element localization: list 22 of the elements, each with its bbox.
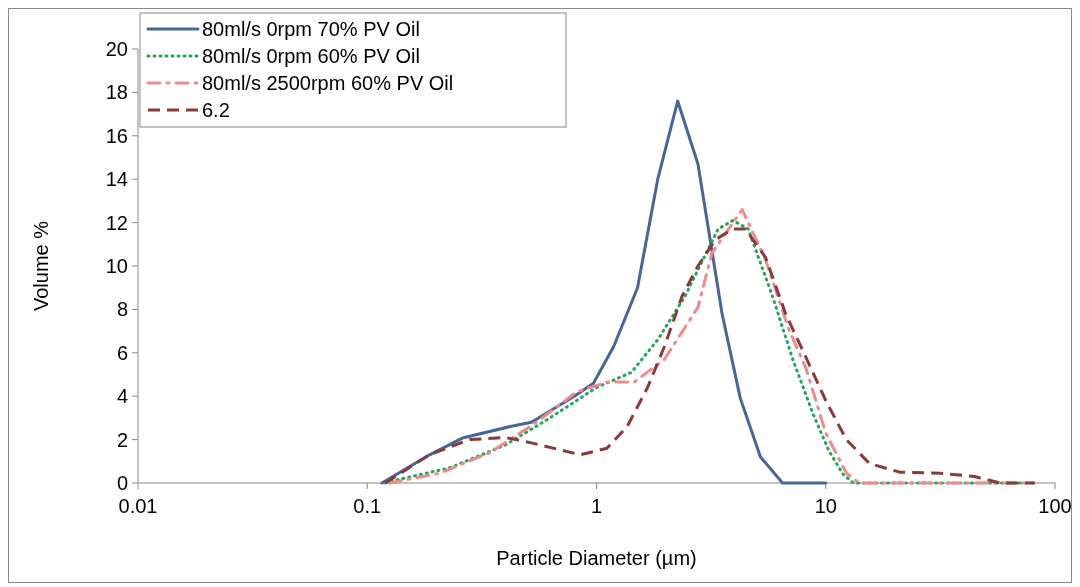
y-tick-label: 12 [105,211,128,234]
y-tick-label: 0 [116,472,128,494]
x-tick-label: 1 [590,495,603,517]
x-axis-title: Particle Diameter (µm) [496,547,697,569]
x-tick-label: 100 [1038,495,1072,517]
y-tick-label: 10 [105,255,128,277]
legend-label: 80ml/s 0rpm 60% PV Oil [202,45,420,67]
y-tick-label: 20 [105,38,128,60]
legend-label: 80ml/s 2500rpm 60% PV Oil [202,72,454,94]
y-axis-title: Volume % [30,220,52,312]
y-tick-label: 8 [116,298,128,321]
y-tick-label: 18 [105,81,128,104]
y-tick-label: 2 [116,428,128,451]
legend-label: 80ml/s 0rpm 70% PV Oil [202,18,420,40]
legend-label: 6.2 [202,99,230,121]
y-tick-label: 6 [116,341,128,364]
x-tick-label: 10 [814,495,837,517]
y-tick-label: 4 [116,385,128,408]
x-tick-label: 0.01 [118,495,158,517]
y-tick-label: 16 [105,124,128,147]
x-tick-label: 0.1 [353,495,382,517]
y-tick-label: 14 [105,168,128,191]
